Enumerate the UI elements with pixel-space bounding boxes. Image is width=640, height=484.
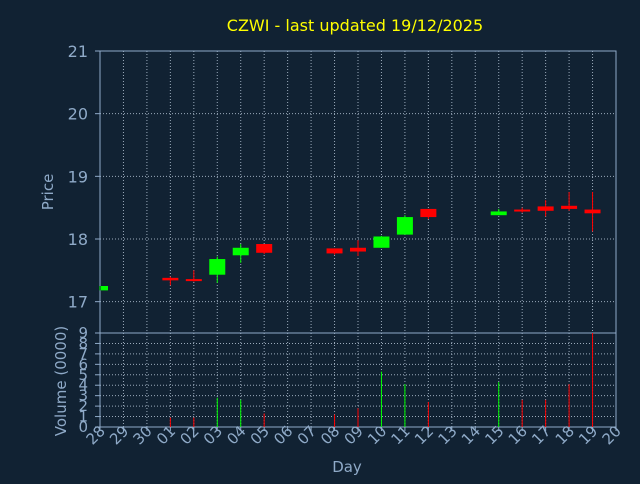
candle-body — [162, 277, 179, 281]
volume-y-tick-label: 4 — [78, 376, 88, 394]
x-tick-label: 13 — [434, 422, 460, 448]
x-tick-label: 19 — [575, 422, 601, 448]
volume-y-tick-label: 7 — [78, 345, 88, 363]
volume-y-tick-label: 2 — [78, 397, 88, 415]
candle-body — [584, 209, 601, 214]
x-tick-label: 08 — [317, 422, 343, 448]
candle-body — [232, 247, 249, 256]
candle-body — [101, 286, 108, 291]
candle-body — [537, 206, 554, 211]
volume-y-tick-label: 9 — [78, 324, 88, 342]
candle-body — [256, 244, 273, 253]
price-y-tick-label: 17 — [68, 293, 88, 312]
price-y-tick-label: 19 — [68, 167, 88, 186]
candle-body — [490, 211, 507, 216]
candle-body — [373, 236, 390, 248]
x-tick-label: 06 — [270, 422, 296, 448]
candle-body — [185, 279, 202, 282]
volume-panel: 0123456789282930010203040506070809101112… — [78, 324, 624, 448]
candle-body — [209, 259, 226, 275]
volume-y-tick-label: 1 — [78, 408, 88, 426]
volume-y-tick-label: 0 — [78, 418, 88, 436]
candle-body — [350, 247, 366, 252]
candle-body — [396, 217, 413, 235]
x-tick-label: 07 — [294, 422, 320, 448]
volume-y-tick-label: 6 — [78, 355, 88, 373]
x-tick-label: 05 — [247, 422, 273, 448]
x-tick-label: 17 — [528, 422, 554, 448]
x-tick-label: 30 — [130, 422, 156, 448]
volume-y-tick-label: 3 — [78, 387, 88, 405]
candle-body — [561, 205, 578, 209]
candle-body — [420, 208, 437, 218]
x-axis-label: Day — [332, 458, 362, 476]
chart-title: CZWI - last updated 19/12/2025 — [227, 16, 483, 35]
x-tick-label: 20 — [599, 422, 625, 448]
price-y-tick-label: 18 — [68, 230, 88, 249]
volume-y-tick-label: 5 — [78, 366, 88, 384]
candle-body — [326, 248, 343, 254]
x-tick-label: 14 — [458, 422, 484, 448]
x-tick-label: 04 — [223, 422, 249, 448]
x-tick-label: 15 — [481, 422, 507, 448]
x-tick-label: 12 — [411, 422, 437, 448]
x-tick-label: 09 — [341, 422, 367, 448]
price-y-tick-label: 21 — [68, 42, 88, 61]
price-y-tick-label: 20 — [68, 105, 88, 124]
x-tick-label: 29 — [106, 422, 132, 448]
x-tick-label: 16 — [505, 422, 531, 448]
x-tick-label: 18 — [552, 422, 578, 448]
x-tick-label: 03 — [200, 422, 226, 448]
x-tick-label: 02 — [176, 422, 202, 448]
volume-y-tick-label: 8 — [78, 334, 88, 352]
price-panel: 17 18 19 20 21 — [68, 42, 617, 334]
volume-axis-label: Volume (0000) — [52, 326, 70, 436]
x-tick-label: 11 — [388, 422, 414, 448]
x-tick-label: 10 — [364, 422, 390, 448]
candle-body — [514, 209, 531, 212]
price-axis-label: Price — [39, 174, 57, 211]
x-tick-label: 01 — [153, 422, 179, 448]
